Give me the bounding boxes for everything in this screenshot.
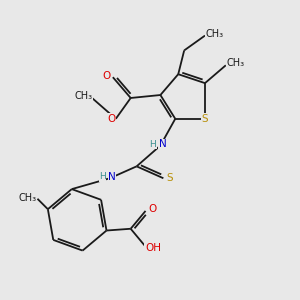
Text: CH₃: CH₃	[226, 58, 244, 68]
Text: O: O	[107, 114, 116, 124]
Text: OH: OH	[145, 243, 161, 253]
Text: O: O	[148, 204, 156, 214]
Text: CH₃: CH₃	[74, 91, 92, 101]
Text: S: S	[167, 173, 173, 183]
Text: O: O	[103, 71, 111, 81]
Text: S: S	[202, 114, 208, 124]
Text: H: H	[150, 140, 156, 148]
Text: N: N	[108, 172, 116, 182]
Text: H: H	[99, 172, 106, 181]
Text: N: N	[159, 139, 167, 149]
Text: CH₃: CH₃	[206, 29, 224, 39]
Text: CH₃: CH₃	[19, 193, 37, 202]
